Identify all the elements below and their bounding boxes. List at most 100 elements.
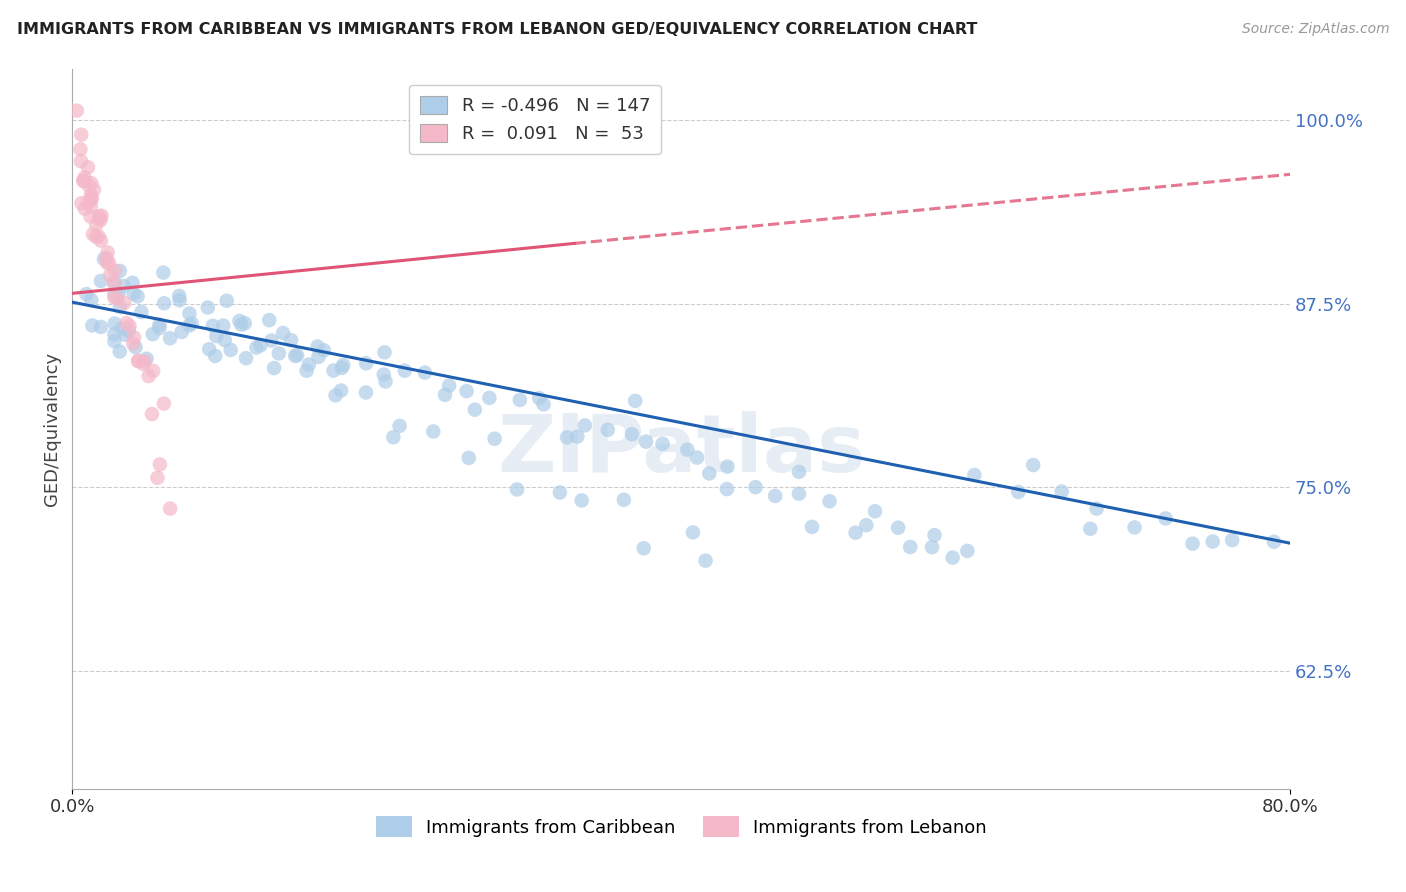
- Point: [93, 252, 115, 266]
- Point: [112, 278, 135, 293]
- Point: [204, 349, 226, 363]
- Point: [103, 287, 125, 301]
- Point: [484, 432, 506, 446]
- Point: [1202, 534, 1225, 549]
- Point: [533, 397, 555, 411]
- Point: [73, 174, 96, 188]
- Point: [127, 353, 149, 368]
- Point: [271, 326, 294, 340]
- Point: [104, 317, 127, 331]
- Point: [433, 388, 456, 402]
- Point: [142, 327, 165, 342]
- Point: [77, 161, 100, 175]
- Point: [285, 348, 308, 362]
- Point: [212, 318, 235, 333]
- Y-axis label: GED/Equivalency: GED/Equivalency: [44, 351, 60, 506]
- Point: [103, 327, 125, 342]
- Point: [170, 325, 193, 339]
- Point: [197, 301, 219, 315]
- Point: [153, 296, 176, 310]
- Point: [307, 340, 329, 354]
- Point: [122, 330, 145, 344]
- Point: [228, 314, 250, 328]
- Point: [249, 338, 271, 352]
- Point: [787, 486, 810, 500]
- Point: [1220, 533, 1243, 548]
- Point: [70, 128, 93, 142]
- Point: [716, 482, 738, 496]
- Point: [1181, 536, 1204, 550]
- Point: [921, 540, 943, 554]
- Point: [312, 343, 335, 358]
- Point: [104, 264, 127, 278]
- Point: [413, 366, 436, 380]
- Point: [90, 320, 112, 334]
- Point: [82, 227, 104, 242]
- Point: [122, 336, 145, 351]
- Point: [169, 293, 191, 308]
- Point: [138, 369, 160, 384]
- Point: [787, 465, 810, 479]
- Point: [80, 188, 103, 202]
- Point: [108, 300, 131, 314]
- Point: [457, 450, 479, 465]
- Point: [506, 483, 529, 497]
- Point: [574, 418, 596, 433]
- Point: [135, 351, 157, 366]
- Point: [855, 518, 877, 533]
- Point: [72, 174, 94, 188]
- Legend: Immigrants from Caribbean, Immigrants from Lebanon: Immigrants from Caribbean, Immigrants fr…: [368, 809, 994, 845]
- Point: [90, 209, 112, 223]
- Point: [1007, 485, 1029, 500]
- Point: [80, 293, 103, 307]
- Point: [844, 525, 866, 540]
- Point: [633, 541, 655, 556]
- Point: [263, 361, 285, 376]
- Point: [1123, 520, 1146, 534]
- Point: [571, 493, 593, 508]
- Point: [1154, 511, 1177, 525]
- Point: [180, 317, 202, 331]
- Point: [141, 407, 163, 421]
- Point: [111, 321, 134, 335]
- Point: [148, 318, 170, 332]
- Point: [103, 275, 125, 289]
- Point: [127, 354, 149, 368]
- Point: [73, 202, 96, 216]
- Point: [87, 209, 110, 223]
- Point: [98, 268, 121, 283]
- Point: [167, 289, 190, 303]
- Point: [214, 333, 236, 347]
- Point: [322, 363, 344, 377]
- Point: [205, 329, 228, 343]
- Point: [148, 321, 170, 335]
- Point: [388, 418, 411, 433]
- Point: [295, 364, 318, 378]
- Point: [863, 504, 886, 518]
- Point: [437, 378, 460, 392]
- Point: [478, 391, 501, 405]
- Point: [90, 274, 112, 288]
- Point: [179, 306, 201, 320]
- Point: [115, 316, 138, 330]
- Point: [280, 333, 302, 347]
- Point: [69, 142, 91, 156]
- Point: [233, 316, 256, 330]
- Point: [682, 525, 704, 540]
- Point: [77, 178, 100, 193]
- Point: [1050, 484, 1073, 499]
- Point: [108, 344, 131, 359]
- Point: [307, 350, 329, 364]
- Point: [90, 213, 112, 227]
- Point: [257, 313, 280, 327]
- Point: [382, 430, 405, 444]
- Point: [103, 277, 125, 291]
- Text: Source: ZipAtlas.com: Source: ZipAtlas.com: [1241, 22, 1389, 37]
- Point: [118, 324, 141, 338]
- Point: [84, 230, 107, 244]
- Point: [97, 245, 120, 260]
- Point: [744, 480, 766, 494]
- Point: [122, 286, 145, 301]
- Point: [103, 334, 125, 348]
- Point: [596, 423, 619, 437]
